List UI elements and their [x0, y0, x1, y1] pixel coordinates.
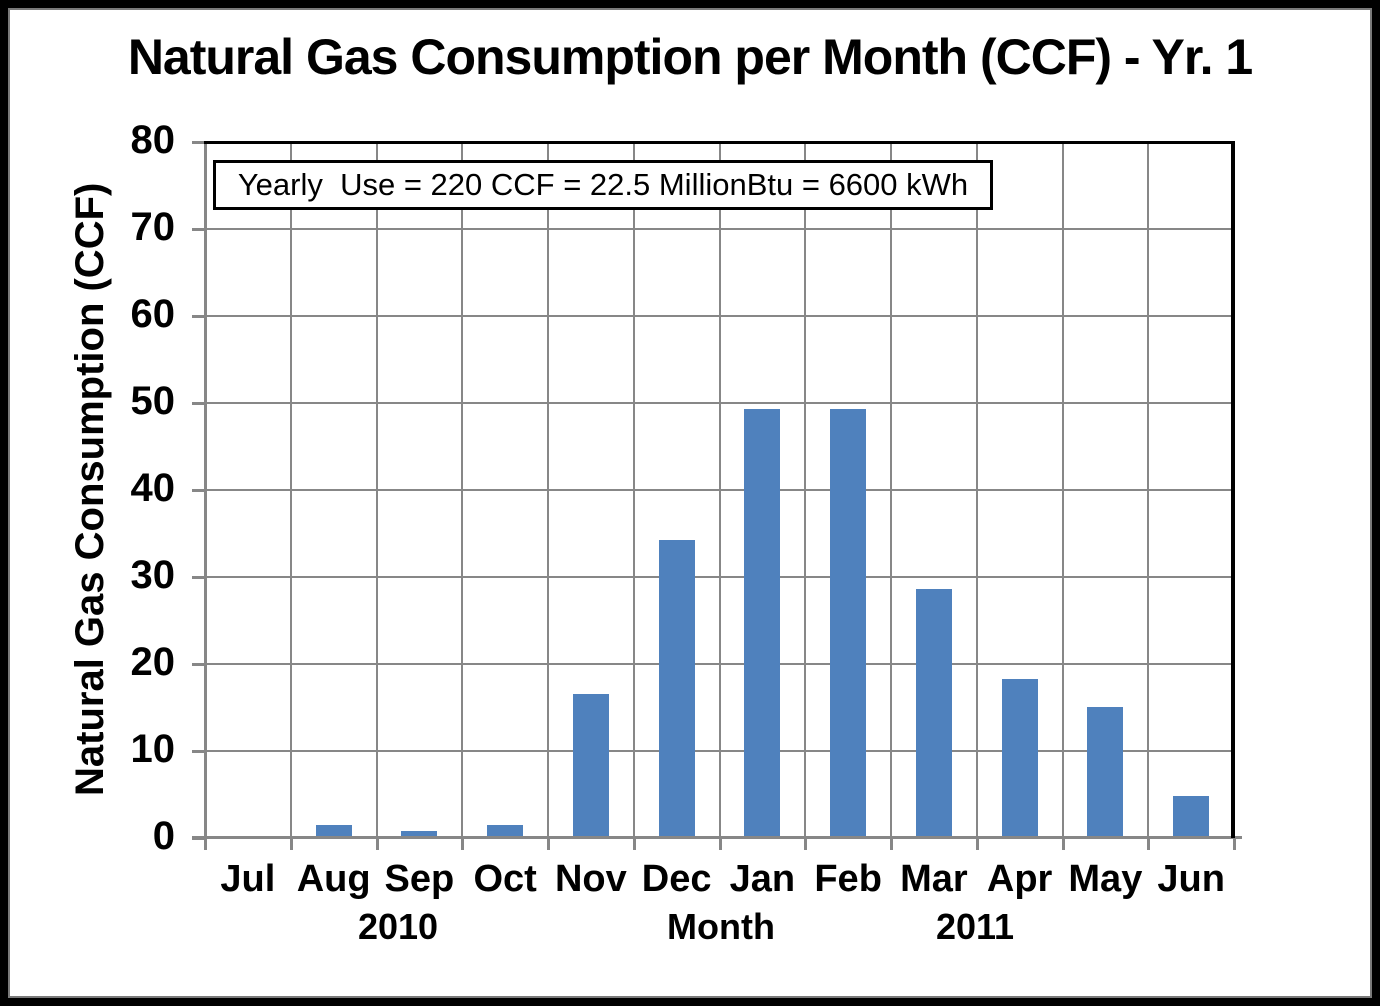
- annotation-box: Yearly Use = 220 CCF = 22.5 MillionBtu =…: [213, 160, 993, 210]
- x-axis-tick: [804, 838, 808, 850]
- y-axis-tick: [192, 750, 205, 753]
- bar-may: [1087, 707, 1123, 838]
- x-axis-tick: [1233, 838, 1236, 850]
- x-axis-tick: [289, 838, 293, 850]
- y-axis-line: [204, 142, 207, 848]
- y-axis-tick: [192, 402, 205, 405]
- annotation-text: Yearly Use = 220 CCF = 22.5 MillionBtu =…: [237, 167, 969, 202]
- y-tick-label: 50: [130, 379, 176, 423]
- x-axis-tick: [1061, 838, 1065, 850]
- bar-aug: [316, 825, 352, 838]
- x-tick-label-jan: Jan: [729, 858, 796, 900]
- x-tick-label-jul: Jul: [220, 858, 276, 900]
- y-tick-label: 10: [130, 727, 176, 771]
- vertical-gridline: [632, 142, 635, 838]
- x-axis-tick: [718, 838, 722, 850]
- x-axis-tick: [890, 838, 893, 850]
- vertical-gridline: [804, 142, 807, 838]
- y-tick-label: 70: [130, 205, 176, 249]
- bar-dec: [659, 540, 695, 838]
- x-axis-line: [192, 836, 1242, 839]
- x-tick-label-dec: Dec: [641, 858, 712, 900]
- x-tick-label-jun: Jun: [1157, 858, 1225, 900]
- x-tick-label-aug: Aug: [296, 858, 371, 900]
- x-axis-tick: [461, 838, 465, 850]
- x-axis-year-right: 2011: [935, 906, 1015, 947]
- bar-nov: [573, 694, 609, 838]
- x-axis-tick: [975, 838, 979, 850]
- y-axis-tick: [192, 228, 205, 231]
- y-axis-tick: [192, 663, 205, 666]
- vertical-gridline: [461, 142, 464, 838]
- vertical-gridline: [718, 142, 721, 838]
- x-tick-label-may: May: [1068, 858, 1143, 900]
- y-tick-label: 80: [130, 118, 176, 162]
- y-tick-label: 60: [130, 292, 176, 336]
- bar-oct: [487, 825, 523, 838]
- bar-jan: [744, 409, 780, 838]
- bar-feb: [830, 409, 866, 838]
- bar-jun: [1173, 796, 1209, 838]
- x-tick-label-mar: Mar: [900, 858, 968, 900]
- x-axis-tick: [1147, 838, 1151, 850]
- vertical-gridline: [890, 142, 892, 838]
- plot-region: 0 10 20 30 40 50 60 70 80 Jul Aug Sep Oct Nov Dec Jan Fe…: [8, 8, 1372, 998]
- y-tick-label: 20: [130, 640, 176, 684]
- x-tick-label-apr: Apr: [986, 858, 1053, 900]
- x-axis-tick: [204, 838, 207, 850]
- x-axis-title: Month: [667, 906, 775, 947]
- y-axis-tick: [192, 141, 205, 144]
- y-axis-tick: [192, 489, 205, 492]
- x-tick-label-feb: Feb: [814, 858, 882, 900]
- x-tick-label-oct: Oct: [473, 858, 537, 900]
- y-tick-label: 30: [130, 553, 176, 597]
- bar-mar: [916, 589, 952, 838]
- chart-title: Natural Gas Consumption per Month (CCF) …: [127, 29, 1253, 85]
- vertical-gridline: [1147, 142, 1150, 838]
- vertical-gridline: [547, 142, 549, 838]
- y-tick-label: 0: [152, 814, 175, 858]
- y-tick-label: 40: [130, 466, 176, 510]
- vertical-gridline: [289, 142, 292, 838]
- vertical-gridline: [975, 142, 978, 838]
- x-axis-tick: [375, 838, 379, 850]
- vertical-gridline: [375, 142, 378, 838]
- bar-apr: [1002, 679, 1038, 838]
- x-tick-label-sep: Sep: [384, 858, 455, 900]
- bar-sep: [401, 831, 437, 838]
- x-axis-tick: [547, 838, 550, 850]
- x-axis-tick: [632, 838, 636, 850]
- x-tick-label-nov: Nov: [554, 858, 627, 900]
- y-axis-tick: [192, 576, 205, 579]
- y-axis-tick: [192, 315, 205, 318]
- vertical-gridline: [1061, 142, 1064, 838]
- x-axis-year-left: 2010: [357, 906, 439, 947]
